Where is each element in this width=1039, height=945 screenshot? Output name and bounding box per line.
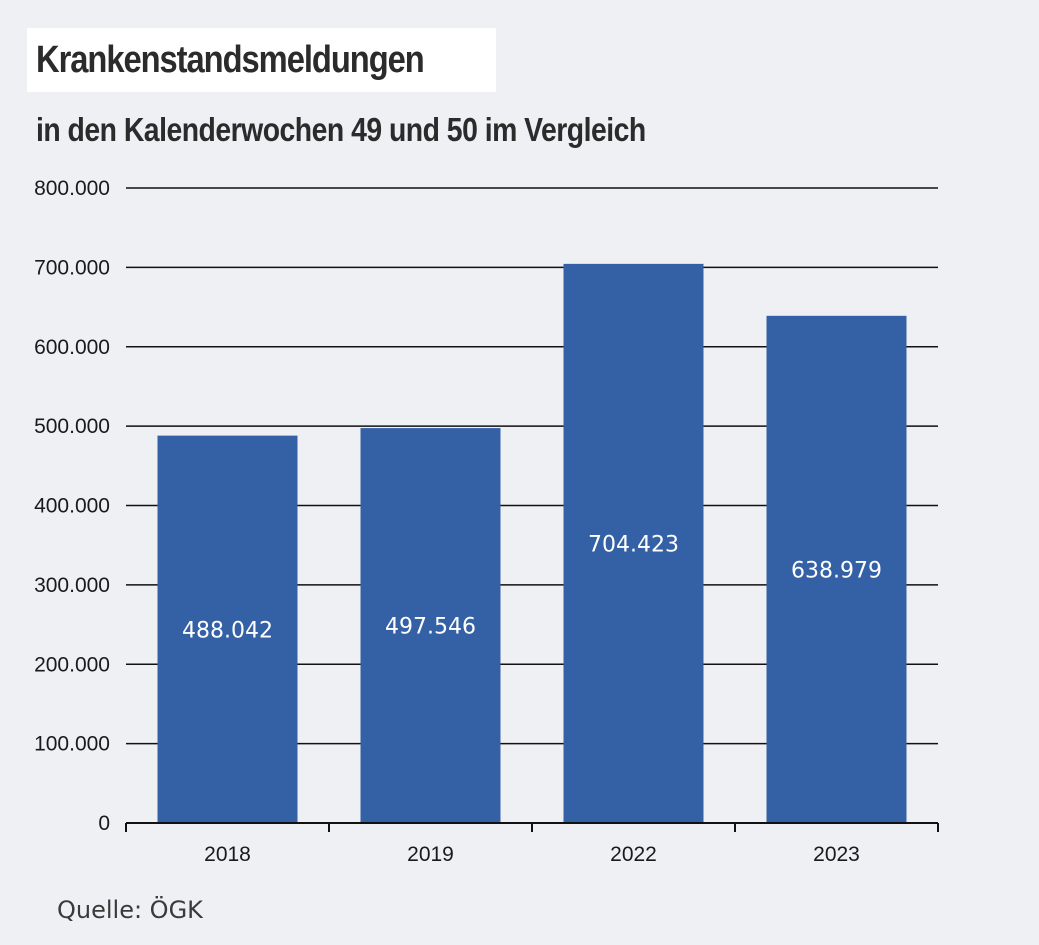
bar-2018 bbox=[157, 435, 298, 823]
y-tick-label: 300.000 bbox=[34, 574, 110, 597]
x-tick-label: 2022 bbox=[610, 843, 657, 866]
bar-value-label: 488.042 bbox=[182, 618, 273, 643]
source-note: Quelle: ÖGK bbox=[57, 896, 203, 924]
bar-value-label: 638.979 bbox=[791, 558, 882, 583]
y-tick-label: 500.000 bbox=[34, 415, 110, 438]
x-axis bbox=[125, 822, 939, 832]
y-tick-label: 200.000 bbox=[34, 653, 110, 676]
labels: 0 100.000 200.000 300.000 400.000 500.000 600.… bbox=[34, 177, 882, 866]
bar-value-label: 704.423 bbox=[588, 532, 679, 557]
y-tick-label: 100.000 bbox=[34, 733, 110, 756]
y-tick-label: 700.000 bbox=[34, 256, 110, 279]
y-tick-label: 400.000 bbox=[34, 495, 110, 518]
bar-2019 bbox=[360, 428, 501, 823]
bar-2023 bbox=[766, 315, 907, 823]
chart-subtitle: in den Kalenderwochen 49 und 50 im Vergl… bbox=[36, 111, 646, 148]
bar-value-label: 497.546 bbox=[385, 615, 476, 640]
x-tick-label: 2018 bbox=[204, 843, 251, 866]
chart-title: Krankenstandsmeldungen bbox=[36, 38, 425, 81]
y-tick-label: 800.000 bbox=[34, 177, 110, 200]
y-tick-label: 0 bbox=[98, 812, 110, 835]
x-tick-label: 2023 bbox=[813, 843, 860, 866]
title-box: Krankenstandsmeldungen bbox=[27, 28, 496, 92]
bars bbox=[157, 263, 907, 823]
bar-2022 bbox=[563, 263, 704, 823]
y-tick-label: 600.000 bbox=[34, 336, 110, 359]
x-tick-label: 2019 bbox=[407, 843, 454, 866]
